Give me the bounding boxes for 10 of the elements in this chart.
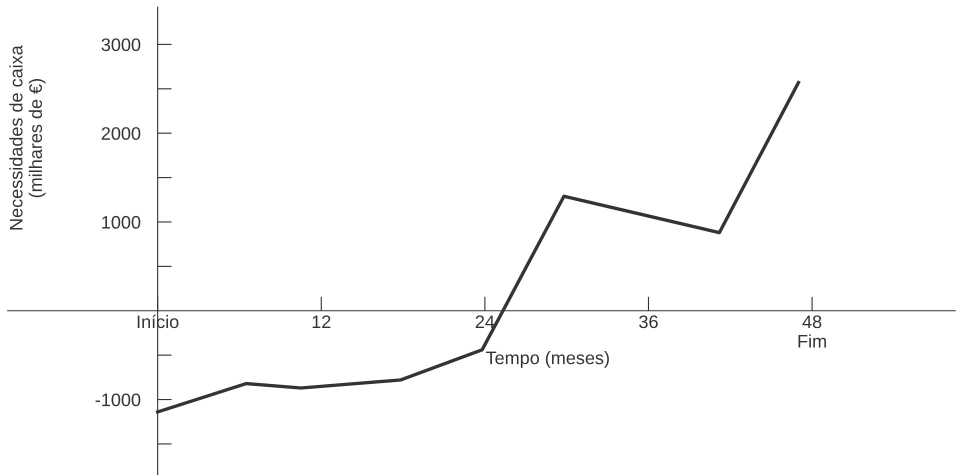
y-axis-title: Necessidades de caixa (milhares de €) (9, 45, 46, 230)
x-tick-label: 12 (312, 315, 330, 328)
x-tick-label: 24 (476, 315, 494, 328)
y-tick-label: 2000 (102, 127, 140, 140)
y-tick-label: 3000 (102, 38, 140, 52)
x-tick-label: 48 Fim (798, 315, 826, 348)
x-axis-title: Tempo (meses) (486, 351, 609, 368)
y-tick-label: -1000 (96, 393, 140, 406)
x-tick-label: 36 (639, 315, 658, 328)
y-tick-label: 1000 (102, 216, 140, 229)
